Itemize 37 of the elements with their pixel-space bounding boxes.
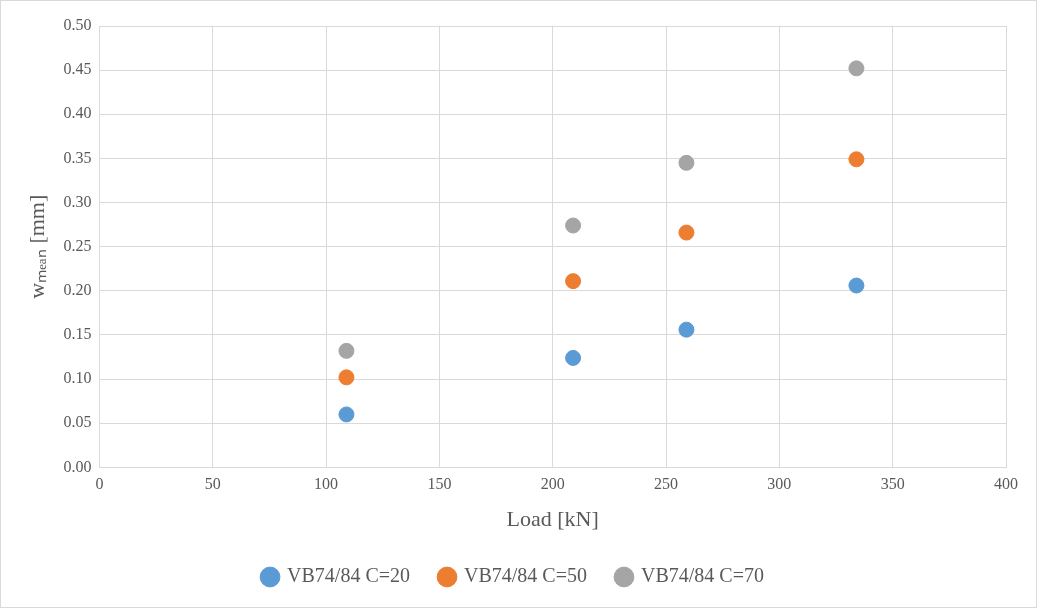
point (678, 224, 695, 241)
y-axis-title: wₘₑₐₙ [mm] (23, 194, 49, 299)
legend-label: VB74/84 C=50 (464, 564, 587, 587)
x-tick-label: 350 (880, 475, 905, 493)
point (565, 349, 582, 366)
point (678, 321, 695, 338)
x-tick-label: 300 (767, 475, 792, 493)
y-tick-label: 0.35 (63, 148, 92, 166)
x-axis-title: Load [kN] (506, 505, 599, 531)
y-tick-label: 0.10 (63, 369, 92, 387)
y-tick-label: 0.25 (63, 236, 92, 254)
y-tick-label: 0.15 (63, 325, 92, 343)
y-tick-label: 0.30 (63, 192, 92, 210)
y-tick-label: 0.00 (63, 457, 92, 475)
x-tick-label: 0 (95, 475, 104, 493)
y-tick-label: 0.40 (63, 104, 92, 122)
point (848, 60, 865, 77)
y-tick-label: 0.05 (63, 413, 92, 431)
point (338, 369, 355, 386)
point (848, 277, 865, 294)
x-tick-label: 250 (654, 475, 679, 493)
x-tick-label: 400 (994, 475, 1018, 493)
point (338, 406, 355, 423)
x-tick-label: 100 (314, 475, 339, 493)
point (565, 273, 582, 290)
point (678, 154, 695, 171)
y-tick-label: 0.20 (63, 281, 92, 299)
legend-label: VB74/84 C=20 (287, 564, 411, 587)
point (848, 151, 865, 168)
point (338, 342, 355, 359)
x-tick-label: 200 (540, 475, 565, 493)
x-tick-label: 50 (204, 475, 221, 493)
legend-label: VB74/84 C=70 (640, 564, 764, 587)
y-tick-label: 0.45 (63, 60, 92, 78)
y-tick-label: 0.50 (63, 16, 92, 34)
x-tick-label: 150 (427, 475, 452, 493)
point (565, 217, 582, 234)
